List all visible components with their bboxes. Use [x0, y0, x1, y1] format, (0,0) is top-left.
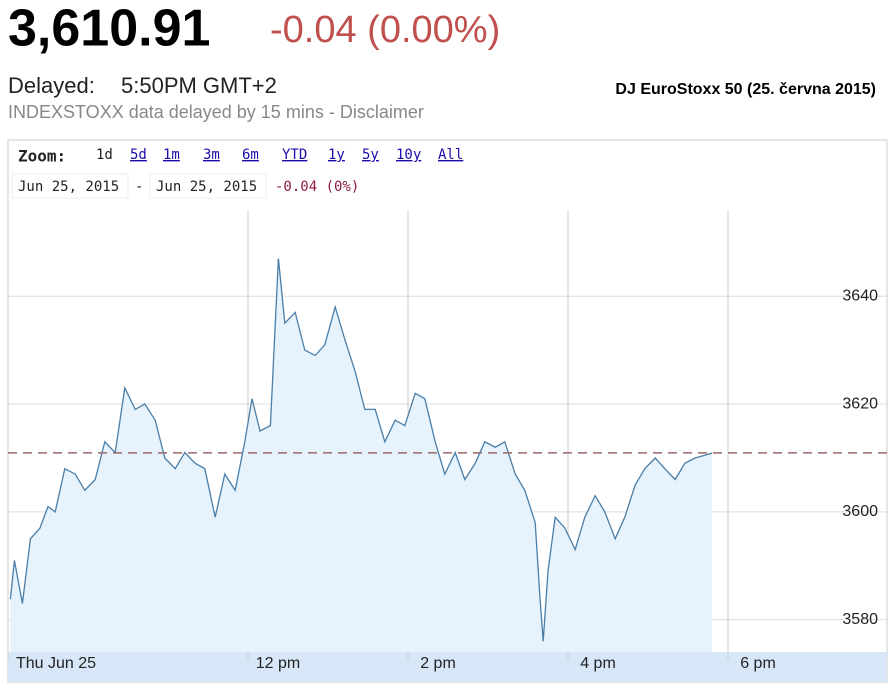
zoom-button[interactable]: 3m — [203, 147, 220, 163]
separator: - — [135, 179, 143, 195]
zoom-label: Zoom: — [18, 147, 66, 166]
x-tick-label: Thu Jun 25 — [16, 655, 96, 672]
range-change: -0.04 (0%) — [275, 179, 359, 195]
delayed-time: 5:50PM GMT+2 — [121, 73, 277, 98]
price: 3,610.91 — [8, 0, 210, 58]
x-axis-band — [8, 652, 887, 682]
to-box — [149, 173, 267, 199]
x-tick-label: 2 pm — [420, 655, 456, 672]
price-change: -0.04 (0.00%) — [270, 9, 500, 51]
zoom-button[interactable]: 5y — [362, 147, 379, 163]
y-tick-label: 3640 — [842, 287, 878, 304]
zoom-button[interactable]: 1y — [328, 147, 345, 163]
y-tick-label: 3580 — [842, 611, 878, 628]
zoom-button[interactable]: YTD — [282, 147, 307, 163]
zoom-button[interactable]: 5d — [130, 147, 147, 163]
delayed-label: Delayed: — [8, 73, 95, 98]
from-box — [11, 173, 129, 199]
disclaimer: INDEXSTOXX data delayed by 15 mins - Dis… — [8, 102, 424, 122]
zoom-button[interactable]: All — [438, 147, 463, 163]
zoom-buttons: 1d 5d 1m 3m 6m YTD 1y 5y 10y All — [96, 147, 463, 163]
x-tick-label: 6 pm — [740, 655, 776, 672]
zoom-button[interactable]: 10y — [396, 147, 421, 163]
y-tick-label: 3600 — [842, 503, 878, 520]
to-date[interactable]: Jun 25, 2015 — [156, 179, 257, 195]
zoom-button[interactable]: 6m — [242, 147, 259, 163]
price-line — [9, 258, 713, 642]
x-tick-label: 4 pm — [580, 655, 616, 672]
zoom-button[interactable]: 1m — [163, 147, 180, 163]
zoom-button[interactable]: 1d — [96, 147, 113, 163]
y-tick-label: 3620 — [842, 395, 878, 412]
plot: 3580 3600 3620 3640 Thu Jun 25 12 pm 2 pm 4 pm 6… — [7, 210, 888, 672]
x-tick-label: 12 pm — [256, 655, 300, 672]
from-date[interactable]: Jun 25, 2015 — [18, 179, 119, 195]
caption: DJ EuroStoxx 50 (25. června 2015) — [615, 81, 876, 98]
